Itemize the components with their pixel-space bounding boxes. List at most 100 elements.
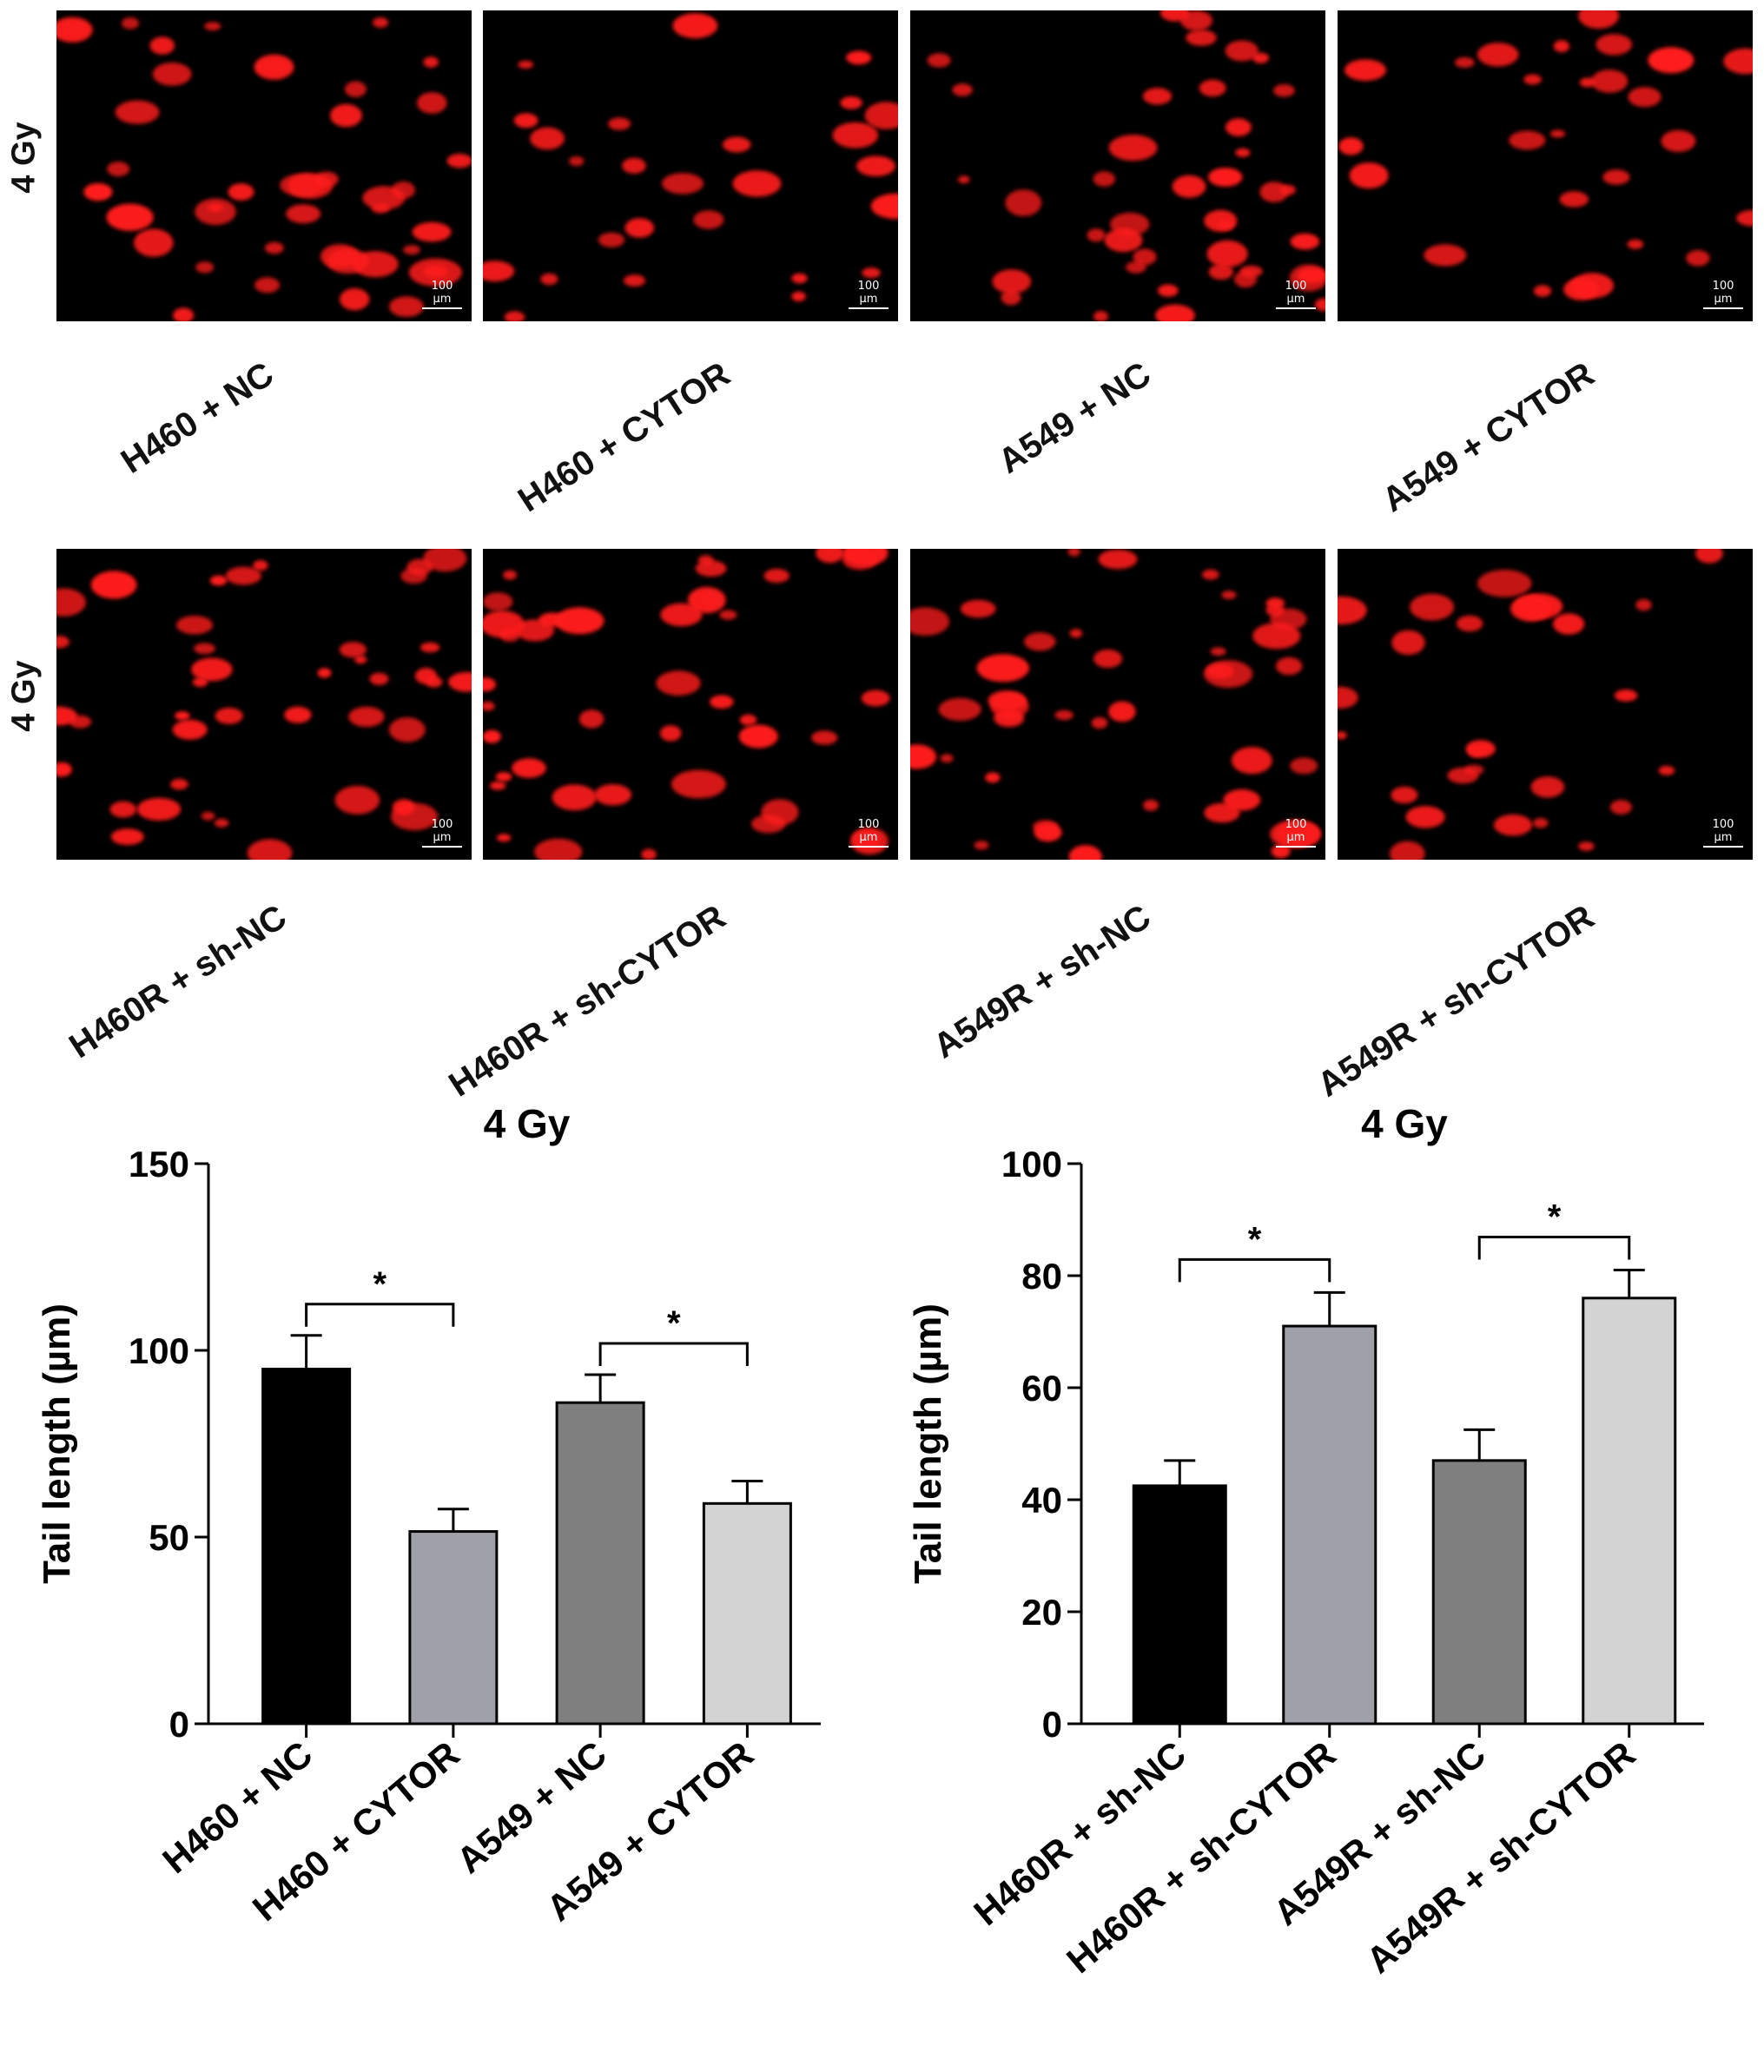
comet-spot [1259,181,1289,203]
comet-spot [672,13,718,39]
comet-spot [1658,765,1675,775]
comet-spot [388,717,426,742]
comet-spot [856,155,895,177]
comet-spot [811,730,838,745]
comet-spot [1410,593,1455,621]
y-tick-label: 50 [149,1517,189,1558]
comet-spot [1186,30,1217,46]
bar [702,1501,792,1726]
scale-bar: 100 µm [1275,818,1317,848]
comet-spot [1239,265,1263,277]
comet-spot [121,17,140,30]
comet-spot [513,113,538,129]
comet-spot [489,781,506,790]
micrograph-a549-nc: 100 µm [910,10,1325,321]
comet-spot [659,725,682,742]
comet-spot [927,53,951,68]
comet-spot [687,586,726,614]
comet-spot [1133,248,1157,266]
comet-spot [1093,311,1108,321]
comet-spot [722,136,751,153]
comet-spot [254,54,294,80]
comet-spot [1210,647,1226,656]
comet-spot [483,729,501,743]
comet-spot [499,628,520,643]
comet-spot [656,670,701,696]
micrograph-h460r-sh-cytor: 100 µm [483,549,898,860]
comet-spot [448,671,472,692]
comet-spot [215,707,243,724]
comet-spot [284,706,312,723]
comet-spot [1695,549,1723,564]
micrograph-a549-cytor: 100 µm [1338,10,1753,321]
comet-spot [1523,74,1542,85]
comet-spot [569,156,585,167]
comet-spot [247,839,293,860]
comet-spot [1533,818,1549,828]
comet-spot [420,642,440,653]
comet-spot [976,654,1029,683]
comet-spot [417,92,447,114]
comet-spot [214,818,229,828]
comet-spot [483,592,513,611]
bar [1431,1459,1527,1726]
comet-spot [840,96,862,109]
comet-spot [110,828,144,846]
chart-title: 4 Gy [1361,1101,1448,1146]
scale-bar: 100 µm [421,818,463,848]
comet-spot [1231,747,1272,775]
significance-star: * [667,1304,681,1343]
comet-spot [1628,87,1662,108]
comet-spot [864,102,898,129]
significance-star: * [373,1265,386,1303]
comet-spot [540,273,558,286]
comet-spot [136,797,182,821]
y-axis-label: Tail length (µm) [907,1303,949,1584]
comet-spot [330,103,362,128]
comet-spot [483,677,496,692]
comet-spot [254,277,281,294]
micrograph-h460-nc: 100 µm [56,10,472,321]
comet-spot [1509,130,1546,150]
comet-spot [1530,776,1565,798]
top-label-1: H460 + NC [114,354,281,481]
comet-spot [739,714,757,726]
y-tick-label: 100 [129,1330,189,1371]
bottom-label-3: A549R + sh-NC [927,897,1158,1066]
comet-spot [340,287,370,311]
comet-spot [1275,657,1303,676]
comet-spot [849,828,889,855]
comet-spot [391,802,438,831]
comet-spot [173,307,195,321]
comet-spot [1493,814,1533,836]
comet-spot [1199,79,1226,97]
comet-spot [504,311,525,321]
bar [1132,1484,1227,1726]
comet-spot [1391,630,1425,656]
comet-spot [1252,623,1301,650]
comet-spot [1344,59,1386,82]
comet-spot [280,174,324,197]
comet-spot [194,643,215,655]
x-tick-label: H460R + sh-CYTOR [1059,1733,1343,1981]
y-tick-label: 20 [1021,1592,1062,1633]
comet-spot [662,173,704,195]
comet-spot [106,203,154,231]
comet-spot [791,291,806,302]
comet-spot [1223,789,1261,811]
comet-spot [1596,34,1633,56]
row-label-bottom: 4 Gy [5,660,43,732]
bottom-label-2: H460R + sh-CYTOR [441,897,732,1105]
comet-spot [1590,69,1629,93]
comet-spot [344,81,367,97]
significance-star: * [1548,1198,1562,1237]
comet-spot [1510,595,1551,622]
comet-spot [406,558,433,576]
y-tick-label: 150 [129,1144,189,1184]
comet-spot [552,784,597,811]
comet-spot [1206,240,1248,267]
scale-bar: 100 µm [1702,280,1744,309]
significance-bracket [305,1303,455,1327]
comet-spot [1218,220,1234,230]
comet-spot [348,706,385,728]
